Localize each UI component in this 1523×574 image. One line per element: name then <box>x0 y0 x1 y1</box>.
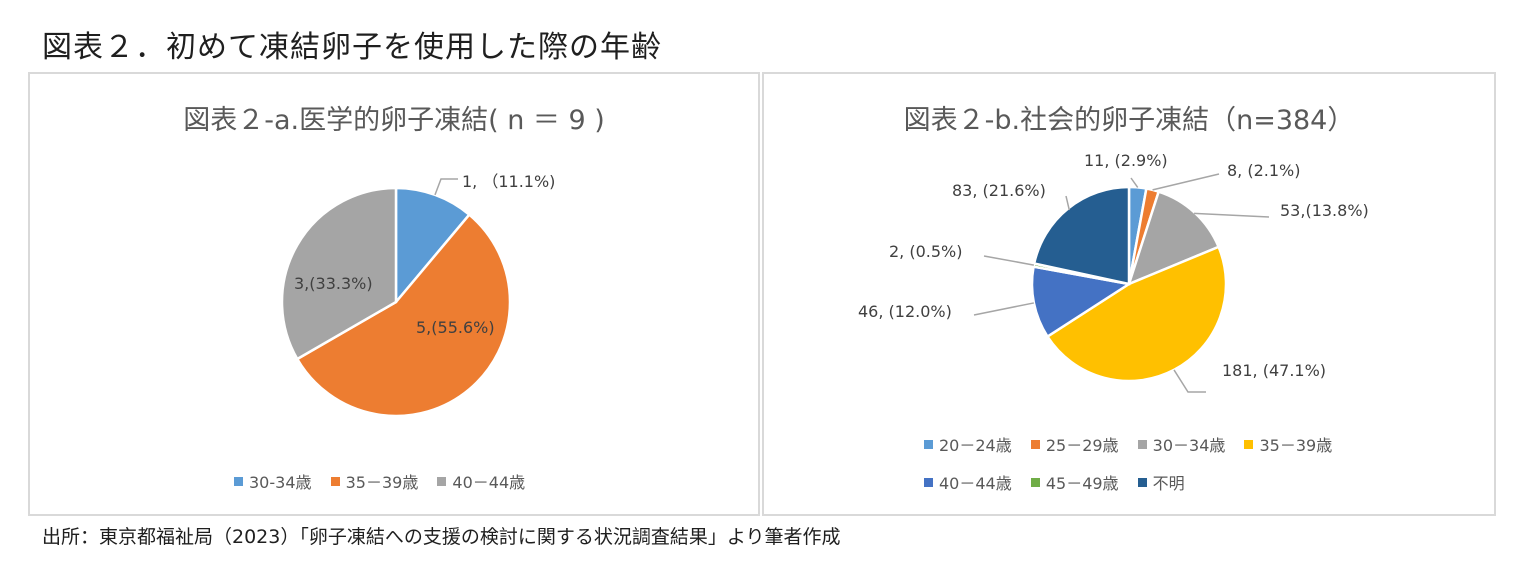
legend-swatch <box>924 477 933 487</box>
data-label: 181, (47.1%) <box>1222 361 1326 380</box>
source-note: 出所：東京都福祉局（2023）「卵子凍結への支援の検討に関する状況調査結果」より… <box>42 526 841 548</box>
legend-item: 45－49歳 <box>1030 470 1119 494</box>
leader-line <box>1130 177 1139 188</box>
pie-slice <box>295 212 512 418</box>
legend-label: 35－39歳 <box>1259 436 1333 455</box>
legend-item: 30-34歳 <box>234 469 312 493</box>
chart-panel-medical: 図表２-a.医学的卵子凍結( n ＝ 9 ) 1, （11.1%) 5,(55.6… <box>28 72 760 516</box>
data-label: 8, (2.1%) <box>1227 161 1300 180</box>
legend-swatch <box>924 439 933 449</box>
legend-social-row1: 20－24歳 25－29歳 30－34歳 35－39歳 <box>924 432 1346 456</box>
pie-slice <box>394 186 472 306</box>
legend-item: 35－39歳 <box>330 469 419 493</box>
legend-swatch <box>1030 439 1040 449</box>
legend-swatch <box>1137 477 1147 487</box>
legend-swatch <box>234 476 243 486</box>
legend-item: 25－29歳 <box>1030 432 1119 456</box>
pie-chart-medical: 1, （11.1%) 5,(55.6%) 3,(33.3%) <box>280 172 555 418</box>
figure-title: 図表２．初めて凍結卵子を使用した際の年齢 <box>42 30 662 65</box>
legend-swatch <box>1137 439 1147 449</box>
legend-label: 35－39歳 <box>345 473 419 492</box>
chart-panel-social: 図表２-b.社会的卵子凍結（n=384） 11, (2.9%) 8, (2.1%)… <box>762 72 1496 516</box>
legend-label: 45－49歳 <box>1045 474 1119 493</box>
legend-swatch <box>330 476 340 486</box>
pie-slice <box>1030 265 1133 339</box>
leader-line <box>1152 173 1220 191</box>
chart-title-social: 図表２-b.社会的卵子凍結（n=384） <box>903 105 1355 136</box>
data-label: 53,(13.8%) <box>1280 201 1369 220</box>
leader-line <box>1173 369 1206 393</box>
data-label: 46, (12.0%) <box>858 302 952 321</box>
legend-social-row2: 40－44歳 45－49歳 不明 <box>924 470 1199 494</box>
data-label: 83, (21.6%) <box>952 181 1046 200</box>
legend-label: 40－44歳 <box>452 473 526 492</box>
legend-swatch <box>437 476 447 486</box>
leader-line <box>973 302 1035 316</box>
leader-line <box>1065 195 1071 211</box>
legend-item: 30－34歳 <box>1137 432 1226 456</box>
data-label: 1, （11.1%) <box>462 172 555 191</box>
legend-label: 20－24歳 <box>939 436 1012 455</box>
legend-label: 25－29歳 <box>1045 436 1119 455</box>
legend-item: 40－44歳 <box>924 470 1012 494</box>
pie-slice <box>1032 185 1131 286</box>
data-label: 2, (0.5%) <box>889 242 962 261</box>
legend-item: 20－24歳 <box>924 432 1012 456</box>
legend-label: 不明 <box>1152 474 1185 493</box>
legend-label: 40－44歳 <box>939 474 1012 493</box>
pie-chart-social: 11, (2.9%) 8, (2.1%) 53,(13.8%) 181, (47.1%… <box>858 151 1369 393</box>
legend-swatch <box>1030 477 1040 487</box>
legend-swatch <box>1244 439 1254 449</box>
legend-item: 35－39歳 <box>1244 432 1332 456</box>
leader-line <box>434 178 458 196</box>
legend-medical: 30-34歳 35－39歳 40－44歳 <box>234 469 539 493</box>
pie-slice <box>1045 245 1228 383</box>
pie-slice <box>280 186 398 361</box>
leader-line <box>983 255 1034 266</box>
legend-item: 40－44歳 <box>437 469 525 493</box>
legend-label: 30－34歳 <box>1152 436 1226 455</box>
leader-line <box>1194 212 1270 218</box>
data-label: 11, (2.9%) <box>1084 151 1168 170</box>
data-label: 3,(33.3%) <box>294 274 373 293</box>
legend-item: 不明 <box>1137 470 1185 494</box>
data-label: 5,(55.6%) <box>416 318 495 337</box>
chart-title-medical: 図表２-a.医学的卵子凍結( n ＝ 9 ) <box>183 105 605 136</box>
legend-label: 30-34歳 <box>249 473 312 492</box>
